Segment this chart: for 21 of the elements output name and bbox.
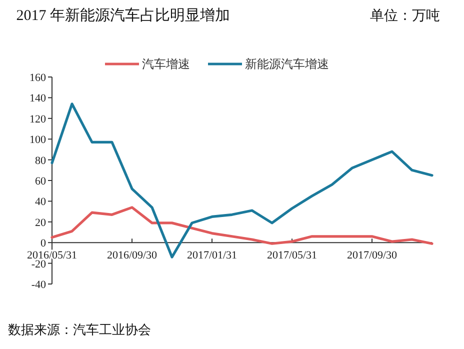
legend-label: 新能源汽车增速 [245,57,329,71]
x-tick-label: 2016/09/30 [106,250,158,262]
y-tick-label: -20 [31,258,46,270]
y-tick-label: 140 [30,92,46,105]
chart-title: 2017 年新能源汽车占比明显增加 [16,7,230,24]
y-tick-label: 160 [30,72,46,84]
y-tick-label: 40 [35,196,46,208]
chart-subtitle: 单位：万吨 [370,8,440,24]
y-tick-label: 0 [40,238,46,250]
y-tick-label: -40 [31,279,46,291]
x-tick-label: 2017/05/31 [266,250,318,262]
y-tick-label: 80 [35,154,46,167]
y-tick-label: 120 [30,113,46,126]
y-tick-label: 20 [35,216,46,229]
x-tick-label: 2017/01/31 [186,250,238,262]
y-tick-label: 60 [35,176,46,188]
source-note: 数据来源：汽车工业协会 [8,322,151,337]
y-tick-label: 100 [30,134,46,146]
legend-label: 汽车增速 [142,57,190,71]
x-tick-label: 2017/09/30 [346,250,398,262]
line-series [50,206,434,245]
